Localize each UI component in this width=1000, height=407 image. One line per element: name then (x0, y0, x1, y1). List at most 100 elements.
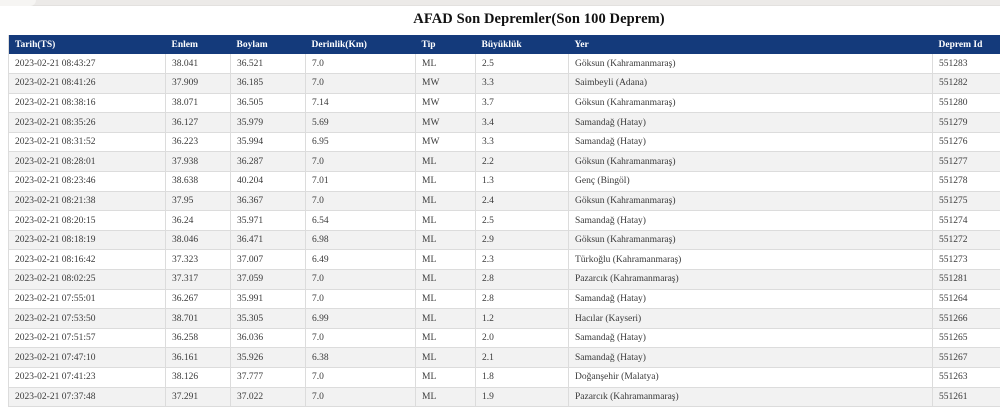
cell-quake-id: 551281 (933, 270, 1000, 290)
cell-location: Hacılar (Kayseri) (569, 309, 933, 329)
cell-depth: 7.0 (306, 191, 416, 211)
cell-depth: 7.0 (306, 368, 416, 388)
cell-magnitude: 1.9 (476, 387, 569, 407)
cell-quake-id: 551272 (933, 230, 1000, 250)
cell-type: ML (416, 328, 476, 348)
cell-type: MW (416, 132, 476, 152)
cell-depth: 6.98 (306, 230, 416, 250)
cell-date: 2023-02-21 08:02:25 (9, 270, 166, 290)
cell-quake-id: 551264 (933, 289, 1000, 309)
cell-depth: 7.0 (306, 289, 416, 309)
cell-latitude: 36.127 (166, 113, 231, 133)
cell-latitude: 37.323 (166, 250, 231, 270)
column-header-magnitude: Büyüklük (476, 35, 569, 54)
cell-magnitude: 2.3 (476, 250, 569, 270)
cell-latitude: 37.317 (166, 270, 231, 290)
cell-longitude: 36.287 (231, 152, 306, 172)
column-header-date: Tarih(TS) (9, 35, 166, 54)
cell-latitude: 37.938 (166, 152, 231, 172)
cell-depth: 7.0 (306, 328, 416, 348)
cell-quake-id: 551278 (933, 172, 1000, 192)
cell-type: MW (416, 93, 476, 113)
cell-latitude: 38.126 (166, 368, 231, 388)
cell-longitude: 37.007 (231, 250, 306, 270)
cell-latitude: 36.24 (166, 211, 231, 231)
cell-quake-id: 551282 (933, 74, 1000, 94)
cell-date: 2023-02-21 07:47:10 (9, 348, 166, 368)
cell-magnitude: 2.2 (476, 152, 569, 172)
cell-magnitude: 2.9 (476, 230, 569, 250)
cell-longitude: 37.022 (231, 387, 306, 407)
cell-quake-id: 551274 (933, 211, 1000, 231)
cell-location: Samandağ (Hatay) (569, 289, 933, 309)
cell-depth: 6.54 (306, 211, 416, 231)
cell-type: ML (416, 387, 476, 407)
cell-location: Samandağ (Hatay) (569, 211, 933, 231)
cell-date: 2023-02-21 07:51:57 (9, 328, 166, 348)
cell-type: ML (416, 368, 476, 388)
cell-latitude: 37.95 (166, 191, 231, 211)
cell-latitude: 36.258 (166, 328, 231, 348)
column-header-depth: Derinlik(Km) (306, 35, 416, 54)
browser-tab-remnant (0, 0, 36, 6)
cell-latitude: 38.701 (166, 309, 231, 329)
cell-date: 2023-02-21 08:38:16 (9, 93, 166, 113)
cell-date: 2023-02-21 08:41:26 (9, 74, 166, 94)
cell-type: ML (416, 230, 476, 250)
cell-magnitude: 2.5 (476, 54, 569, 74)
cell-magnitude: 2.1 (476, 348, 569, 368)
cell-depth: 6.95 (306, 132, 416, 152)
cell-longitude: 35.979 (231, 113, 306, 133)
cell-type: ML (416, 152, 476, 172)
cell-longitude: 36.185 (231, 74, 306, 94)
cell-date: 2023-02-21 08:20:15 (9, 211, 166, 231)
cell-location: Doğanşehir (Malatya) (569, 368, 933, 388)
page-title: AFAD Son Depremler(Son 100 Deprem) (0, 11, 1000, 28)
column-header-quake-id: Deprem Id (933, 35, 1000, 54)
cell-magnitude: 3.7 (476, 93, 569, 113)
cell-magnitude: 3.3 (476, 132, 569, 152)
cell-depth: 6.38 (306, 348, 416, 368)
cell-location: Samandağ (Hatay) (569, 132, 933, 152)
cell-depth: 5.69 (306, 113, 416, 133)
cell-quake-id: 551277 (933, 152, 1000, 172)
cell-type: ML (416, 348, 476, 368)
cell-longitude: 35.971 (231, 211, 306, 231)
cell-quake-id: 551275 (933, 191, 1000, 211)
cell-latitude: 36.267 (166, 289, 231, 309)
cell-depth: 7.0 (306, 152, 416, 172)
cell-date: 2023-02-21 08:18:19 (9, 230, 166, 250)
cell-longitude: 35.994 (231, 132, 306, 152)
cell-latitude: 37.291 (166, 387, 231, 407)
cell-date: 2023-02-21 08:16:42 (9, 250, 166, 270)
cell-location: Pazarcık (Kahramanmaraş) (569, 270, 933, 290)
cell-date: 2023-02-21 07:53:50 (9, 309, 166, 329)
cell-magnitude: 1.2 (476, 309, 569, 329)
cell-magnitude: 3.3 (476, 74, 569, 94)
column-header-longitude: Boylam (231, 35, 306, 54)
cell-type: ML (416, 211, 476, 231)
cell-longitude: 37.059 (231, 270, 306, 290)
browser-chrome-strip (0, 0, 1000, 6)
cell-depth: 7.0 (306, 54, 416, 74)
cell-location: Göksun (Kahramanmaraş) (569, 54, 933, 74)
cell-longitude: 36.471 (231, 230, 306, 250)
cell-quake-id: 551266 (933, 309, 1000, 329)
cell-date: 2023-02-21 08:43:27 (9, 54, 166, 74)
cell-date: 2023-02-21 07:37:48 (9, 387, 166, 407)
cell-longitude: 35.305 (231, 309, 306, 329)
cell-magnitude: 2.4 (476, 191, 569, 211)
cell-depth: 7.0 (306, 74, 416, 94)
cell-date: 2023-02-21 07:55:01 (9, 289, 166, 309)
cell-quake-id: 551267 (933, 348, 1000, 368)
cell-depth: 7.14 (306, 93, 416, 113)
